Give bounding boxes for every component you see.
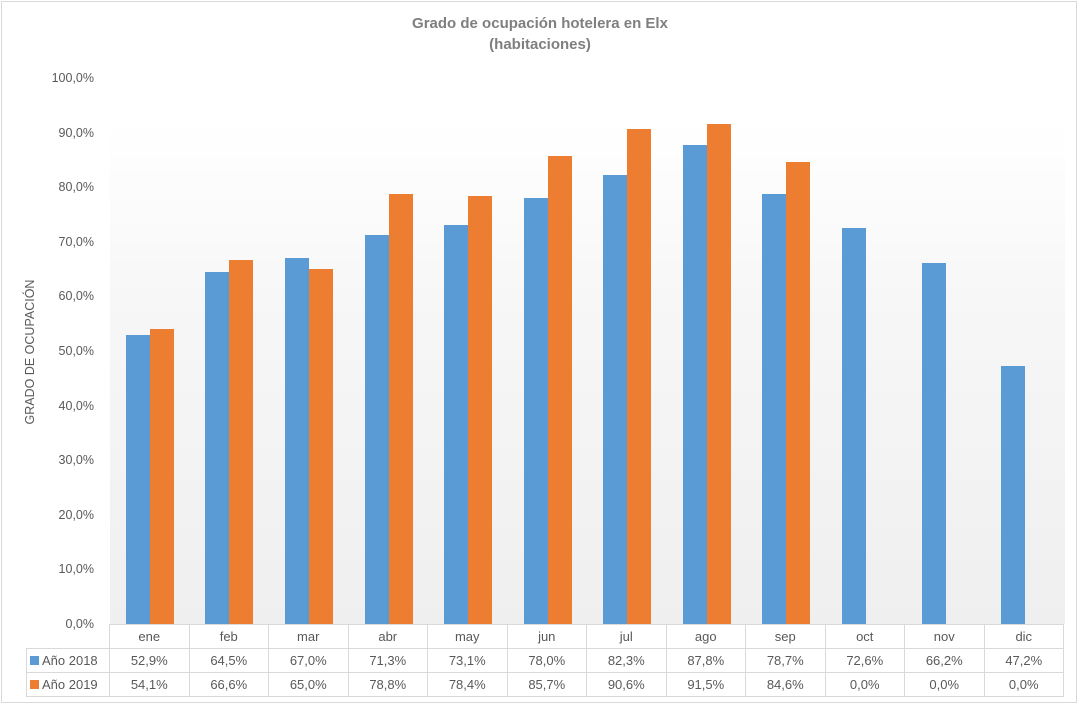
bar-año-2018-jun	[523, 198, 548, 624]
series-row: Año 2019 54,1% 66,6% 65,0% 78,8% 78,4% 85,7% 90…	[26, 672, 1064, 697]
legend-label: Año 2019	[42, 677, 98, 692]
value-cell: 82,3%	[586, 648, 667, 673]
legend-entry: Año 2019	[26, 672, 110, 697]
data-table: ene feb mar abr may jun jul ago sep oct nov dic Año…	[26, 624, 1064, 697]
bar-año-2019-jun	[547, 156, 572, 624]
category-label: jun	[506, 624, 587, 649]
plot-area	[110, 78, 1065, 624]
value-cell: 73,1%	[427, 648, 508, 673]
value-cell: 72,6%	[824, 648, 905, 673]
y-tick-label: 40,0%	[58, 398, 94, 413]
value-cell: 91,5%	[665, 672, 746, 697]
chart-subtitle: (habitaciones)	[489, 36, 591, 53]
chart-title: Grado de ocupación hotelera en Elx (habi…	[0, 13, 1080, 55]
category-label: may	[427, 624, 508, 649]
y-tick-label: 50,0%	[58, 344, 94, 358]
bar-año-2018-feb	[205, 271, 230, 624]
bar-año-2019-ago	[706, 124, 731, 624]
bar-año-2018-jul	[603, 174, 628, 624]
bar-año-2018-ene	[125, 335, 150, 624]
value-cell: 66,6%	[188, 672, 269, 697]
category-label: abr	[347, 624, 428, 649]
value-cell: 66,2%	[904, 648, 985, 673]
bar-año-2018-mar	[284, 258, 309, 624]
series-row: Año 2018 52,9% 64,5% 67,0% 71,3% 73,1% 78,0% 82…	[26, 648, 1064, 673]
category-label: feb	[188, 624, 269, 649]
value-cell: 78,8%	[347, 672, 428, 697]
bar-año-2018-may	[444, 224, 469, 624]
value-cell: 78,0%	[506, 648, 587, 673]
category-row: ene feb mar abr may jun jul ago sep oct nov dic	[27, 624, 1064, 649]
bar-año-2019-ene	[149, 328, 174, 624]
value-cell: 78,7%	[745, 648, 826, 673]
bar-año-2019-sep	[786, 162, 811, 624]
value-cell: 54,1%	[109, 672, 190, 697]
value-cell: 84,6%	[745, 672, 826, 697]
legend-entry: Año 2018	[26, 648, 110, 673]
category-label: mar	[268, 624, 349, 649]
value-cell: 47,2%	[983, 648, 1064, 673]
bar-año-2018-sep	[762, 194, 787, 624]
bar-año-2019-feb	[229, 260, 254, 624]
y-tick-label: 60,0%	[58, 289, 94, 304]
bar-año-2019-abr	[388, 193, 413, 624]
category-label: ago	[665, 624, 746, 649]
value-cell: 64,5%	[188, 648, 269, 673]
category-label: sep	[745, 624, 826, 649]
legend-swatch-icon	[30, 656, 39, 665]
value-cell: 65,0%	[268, 672, 349, 697]
y-tick-label: 80,0%	[58, 180, 94, 195]
legend-label: Año 2018	[42, 653, 98, 668]
value-cell: 87,8%	[665, 648, 746, 673]
bar-año-2019-jul	[627, 129, 652, 624]
category-label: jul	[586, 624, 667, 649]
bar-año-2018-dic	[1001, 366, 1026, 624]
y-tick-label: 10,0%	[58, 562, 94, 577]
bar-año-2018-oct	[842, 227, 867, 624]
y-axis-label: GRADO DE OCUPACIÓN	[23, 279, 37, 425]
category-label: oct	[824, 624, 905, 649]
chart-title-line: Grado de ocupación hotelera en Elx	[412, 15, 668, 32]
category-label: ene	[109, 624, 190, 649]
y-tick-label: 0,0%	[65, 617, 95, 631]
value-cell: 0,0%	[983, 672, 1064, 697]
bar-año-2018-ago	[682, 144, 707, 624]
bar-año-2019-mar	[308, 269, 333, 624]
value-cell: 78,4%	[427, 672, 508, 697]
y-tick-label: 30,0%	[58, 453, 94, 468]
bar-año-2018-nov	[921, 262, 946, 624]
value-cell: 85,7%	[506, 672, 587, 697]
value-cell: 67,0%	[268, 648, 349, 673]
y-tick-label: 20,0%	[58, 507, 94, 522]
y-tick-label: 70,0%	[58, 234, 94, 249]
legend-swatch-icon	[30, 680, 39, 689]
y-tick-label: 90,0%	[58, 125, 94, 140]
bar-año-2018-abr	[364, 234, 389, 624]
value-cell: 52,9%	[109, 648, 190, 673]
bar-año-2019-may	[468, 195, 493, 624]
value-cell: 90,6%	[586, 672, 667, 697]
value-cell: 0,0%	[824, 672, 905, 697]
category-label: dic	[983, 624, 1064, 649]
value-cell: 71,3%	[347, 648, 428, 673]
y-tick-label: 100,0%	[51, 71, 94, 85]
value-cell: 0,0%	[904, 672, 985, 697]
category-label: nov	[904, 624, 985, 649]
